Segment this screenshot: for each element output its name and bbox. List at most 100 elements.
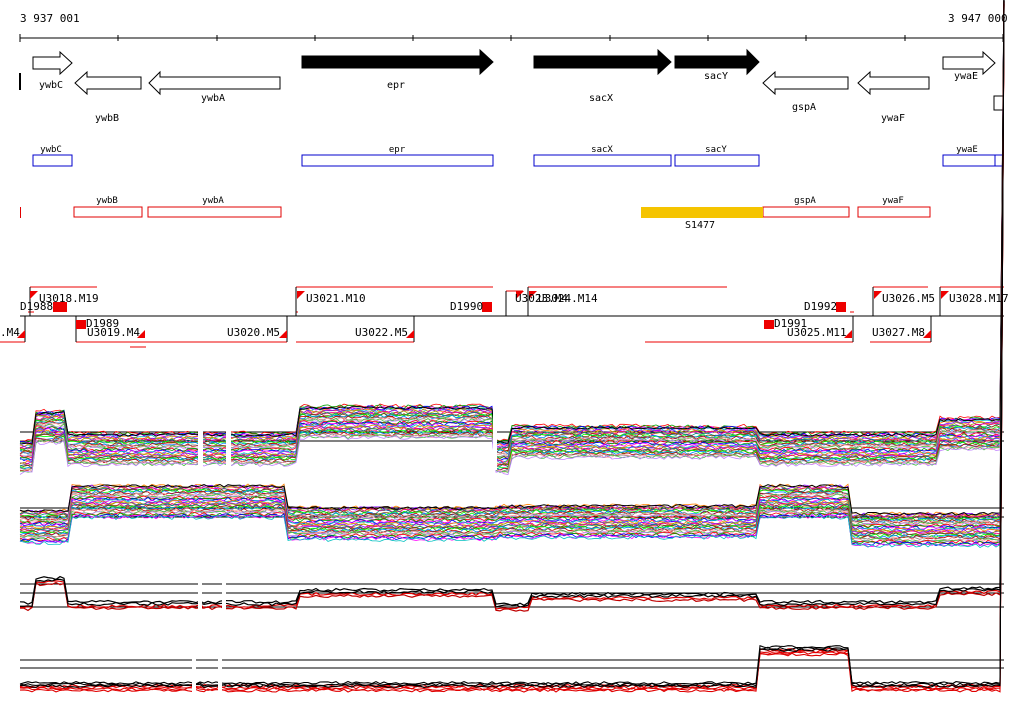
gene-arrow-fragment-right[interactable] (993, 95, 1004, 111)
segment-label-U3028-M17[interactable]: U3028.M17 (949, 292, 1009, 305)
expression-trace (19, 0, 1005, 528)
expression-trace (19, 16, 1005, 473)
expression-trace (19, 0, 1005, 452)
annotation-box-sacX[interactable] (533, 154, 672, 167)
annotation-box-ywbA[interactable] (147, 206, 282, 218)
segment-label-U3024-M14[interactable]: U3024.M14 (538, 292, 598, 305)
expression-trace (19, 0, 1005, 455)
annotation-box-ywbC[interactable] (32, 154, 73, 167)
expression-panel-4 (19, 0, 1005, 693)
expression-trace (19, 2, 1005, 690)
expression-trace (19, 9, 1005, 540)
feature-bar-S1477[interactable] (641, 207, 763, 218)
segment-label-U3023-M4[interactable]: U3023.M4 (515, 292, 568, 305)
expression-trace (19, 10, 1005, 469)
segment-label-U3026-M5[interactable]: U3026.M5 (882, 292, 935, 305)
annotation-label-ywbA: ywbA (202, 196, 224, 206)
segment-label-D1989[interactable]: D1989 (86, 317, 119, 330)
expression-trace (19, 0, 1005, 459)
expression-trace (19, 0, 1005, 524)
segment-label-U3027-M8[interactable]: U3027.M8 (872, 326, 925, 339)
segment-label-D1992[interactable]: D1992 (804, 300, 837, 313)
segment-label-M4[interactable]: .M4 (0, 326, 20, 339)
expression-trace (19, 0, 1005, 454)
expression-panel-2 (19, 0, 1005, 548)
expression-trace (19, 0, 1005, 689)
gene-label-ywbA: ywbA (201, 93, 225, 104)
gene-label-ywaE: ywaE (954, 71, 978, 82)
segment-label-U3018-M19[interactable]: U3018.M19 (39, 292, 99, 305)
gene-label-ywbB: ywbB (95, 113, 119, 124)
feature-label-S1477: S1477 (685, 220, 715, 231)
expression-trace (19, 15, 1005, 546)
annotation-label-sacX: sacX (591, 145, 613, 155)
segment-label-U3019-M4[interactable]: U3019.M4 (87, 326, 140, 339)
track-gaps (192, 395, 497, 700)
annotation-label-epr: epr (389, 145, 406, 155)
expression-trace (19, 0, 1005, 531)
annotation-label-ywaE: ywaE (956, 145, 978, 155)
annotation-box-ywaF[interactable] (857, 206, 931, 218)
gene-arrow-ywbB[interactable] (74, 70, 142, 96)
gene-arrow-sacX[interactable] (533, 48, 672, 76)
expression-trace (19, 0, 1005, 458)
annotation-label-ywaF: ywaF (882, 196, 904, 206)
reverse-annotation-track: ywbB ywbA gspA ywaF S1477 (20, 196, 931, 231)
expression-trace (19, 7, 1005, 464)
annotation-box-gspA[interactable] (762, 206, 850, 218)
gene-arrow-sacY[interactable] (674, 48, 760, 76)
expression-trace (19, 0, 1005, 445)
segment-label-U3025-M11[interactable]: U3025.M11 (787, 326, 847, 339)
gene-arrow-ywbC[interactable] (32, 50, 73, 76)
segment-track: D1988 U3018.M19 U3021.M10 D1990 U3023.M4… (0, 286, 1009, 348)
segment-label-U3021-M10[interactable]: U3021.M10 (306, 292, 366, 305)
gene-label-sacX: sacX (589, 93, 613, 104)
gene-arrow-epr[interactable] (301, 48, 494, 76)
expression-trace (19, 17, 1005, 547)
annotation-box-epr[interactable] (301, 154, 494, 167)
annotation-box-ywaE[interactable] (942, 154, 996, 167)
expression-trace (19, 0, 1005, 442)
expression-trace (19, 0, 1005, 450)
expression-trace (19, 0, 1005, 447)
expression-trace (19, 0, 1005, 449)
annotation-label-gspA: gspA (794, 196, 816, 206)
annotation-box-fragment[interactable] (994, 154, 1004, 167)
expression-trace (19, 5, 1005, 464)
gene-arrow-ywbA[interactable] (148, 70, 281, 96)
expression-trace (19, 2, 1005, 536)
expression-trace (19, 4, 1005, 693)
expression-panel-3 (19, 0, 1005, 612)
gene-arrow-ywaF[interactable] (857, 70, 930, 96)
expression-trace (19, 0, 1005, 526)
segment-label-U3020-M5[interactable]: U3020.M5 (227, 326, 280, 339)
gene-arrow-gspA[interactable] (762, 70, 849, 96)
annotation-label-ywbB: ywbB (96, 196, 118, 206)
segment-label-D1990[interactable]: D1990 (450, 300, 483, 313)
annotation-label-sacY: sacY (705, 145, 727, 155)
annotation-box-ywbB[interactable] (73, 206, 143, 218)
expression-trace (19, 0, 1005, 451)
expression-trace (19, 1, 1005, 689)
expression-trace (19, 0, 1005, 456)
expression-trace (19, 17, 1005, 475)
gene-label-gspA: gspA (792, 102, 816, 113)
expression-trace (19, 3, 1005, 692)
segment-label-D1988[interactable]: D1988 (20, 300, 53, 313)
expression-trace (19, 0, 1005, 453)
expression-trace (19, 11, 1005, 541)
annotation-box-sacY[interactable] (674, 154, 760, 167)
segment-label-U3022-M5[interactable]: U3022.M5 (355, 326, 408, 339)
coordinate-ruler (19, 34, 1004, 42)
expression-trace (19, 0, 1005, 449)
expression-trace (19, 0, 1005, 447)
segment-label-D1991[interactable]: D1991 (774, 317, 807, 330)
gene-label-sacY: sacY (704, 71, 728, 82)
expression-trace (19, 0, 1005, 516)
annotation-box-fragment-left (20, 207, 21, 218)
expression-trace (19, 2, 1005, 460)
expression-trace (19, 0, 1005, 529)
gene-arrow-ywaE[interactable] (942, 50, 996, 76)
